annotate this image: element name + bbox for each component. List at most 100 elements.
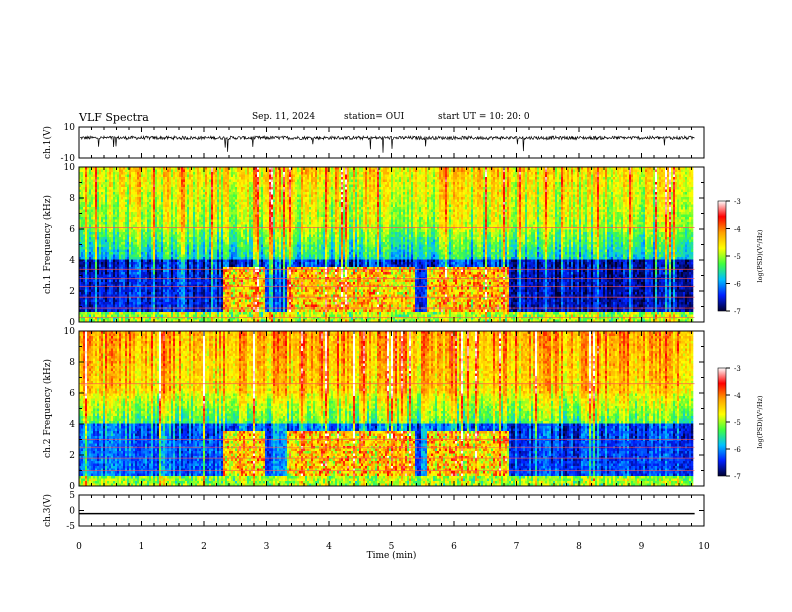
spectrogram-cell	[93, 195, 95, 198]
spectrogram-cell	[83, 245, 85, 248]
spectrogram-cell	[95, 305, 97, 308]
spectrogram-cell	[91, 195, 93, 198]
spectrogram-cell	[83, 242, 85, 245]
spectrogram-cell	[93, 242, 95, 245]
spectrogram-cell	[83, 285, 85, 288]
spectrogram-cell	[95, 185, 97, 188]
spectrogram-cell	[89, 302, 91, 305]
spectrogram-cell	[81, 170, 83, 173]
spectrogram-cell	[95, 232, 97, 235]
spectrogram-cell	[85, 240, 87, 243]
spectrogram-cell	[95, 170, 97, 173]
spectrogram-cell	[91, 237, 93, 240]
spectrogram-cell	[95, 202, 97, 205]
spectrogram-cell	[89, 177, 91, 180]
spectrogram-cell	[89, 285, 91, 288]
spectrogram-cell	[93, 175, 95, 178]
spectrogram-cell	[95, 290, 97, 293]
spectrogram-cell	[85, 282, 87, 285]
spectrogram-cell	[93, 212, 95, 215]
spectrogram-cell	[87, 257, 89, 260]
spectrogram-cell	[83, 275, 85, 278]
spectrogram-cell	[93, 182, 95, 185]
spectrogram-cell	[93, 190, 95, 193]
spectrogram-cell	[85, 237, 87, 240]
spectrogram-cell	[81, 210, 83, 213]
spectrogram-cell	[89, 222, 91, 225]
spectrogram-cell	[93, 275, 95, 278]
spectrogram-cell	[91, 175, 93, 178]
spectrogram-cell	[87, 180, 89, 183]
spectrogram-cell	[93, 187, 95, 190]
spectrogram-cell	[95, 312, 97, 315]
spectrogram-cell	[85, 225, 87, 228]
spectrogram-cell	[83, 250, 85, 253]
spectrogram-cell	[93, 315, 95, 318]
spectrogram-cell	[93, 172, 95, 175]
spectrogram-cell	[91, 220, 93, 223]
spectrogram-cell	[89, 255, 91, 258]
spectrogram-cell	[85, 215, 87, 218]
spectrogram-cell	[91, 255, 93, 258]
spectrogram-cell	[87, 260, 89, 263]
spectrogram-cell	[87, 207, 89, 210]
spectrogram-cell	[87, 190, 89, 193]
spectrogram-cell	[93, 272, 95, 275]
spectrogram-cell	[93, 180, 95, 183]
spectrogram-cell	[85, 177, 87, 180]
spectrogram-cell	[81, 302, 83, 305]
spectrogram-cell	[95, 180, 97, 183]
spectrogram-cell	[85, 287, 87, 290]
spectrogram-cell	[91, 190, 93, 193]
spectrogram-cell	[91, 172, 93, 175]
spectrogram-cell	[83, 177, 85, 180]
spectrogram-cell	[95, 287, 97, 290]
spectrogram-cell	[87, 252, 89, 255]
spectrogram-cell	[87, 185, 89, 188]
spectrogram-cell	[93, 240, 95, 243]
spectrogram-cell	[93, 282, 95, 285]
spectrogram-cell	[89, 187, 91, 190]
spectrogram-cell	[91, 200, 93, 203]
spectrogram-cell	[91, 242, 93, 245]
spectrogram-cell	[81, 300, 83, 303]
spectrogram-cell	[87, 250, 89, 253]
spectrogram-cell	[89, 172, 91, 175]
spectrogram-cell	[81, 240, 83, 243]
spectrogram-cell	[89, 212, 91, 215]
spectrogram-cell	[93, 260, 95, 263]
spectrogram-cell	[81, 270, 83, 273]
spectrogram-cell	[95, 255, 97, 258]
spectrogram-cell	[89, 250, 91, 253]
spectrogram-cell	[85, 257, 87, 260]
spectrogram-cell	[91, 250, 93, 253]
spectrogram-cell	[81, 190, 83, 193]
spectrogram-cell	[95, 262, 97, 265]
spectrogram-cell	[85, 197, 87, 200]
spectrogram-cell	[95, 215, 97, 218]
spectrogram-cell	[91, 312, 93, 315]
spectrogram-cell	[91, 240, 93, 243]
spectrogram-cell	[85, 205, 87, 208]
spectrogram-cell	[85, 255, 87, 258]
spectrogram-cell	[83, 312, 85, 315]
spectrogram-cell	[81, 187, 83, 190]
spectrogram-cell	[95, 265, 97, 268]
spectrogram-cell	[97, 187, 99, 190]
spectrogram-cell	[93, 200, 95, 203]
spectrogram-cell	[81, 247, 83, 250]
spectrogram-cell	[89, 235, 91, 238]
spectrogram-cell	[89, 237, 91, 240]
spectrogram-cell	[81, 177, 83, 180]
spectrogram-cell	[95, 272, 97, 275]
spectrogram-cell	[91, 305, 93, 308]
spectrogram-cell	[87, 210, 89, 213]
spectrogram-cell	[89, 210, 91, 213]
spectrogram-cell	[85, 265, 87, 268]
spectrogram-cell	[95, 247, 97, 250]
spectrogram-cell	[95, 207, 97, 210]
spectrogram-cell	[87, 202, 89, 205]
spectrogram-cell	[93, 207, 95, 210]
spectrogram-cell	[83, 315, 85, 318]
spectrogram-cell	[83, 300, 85, 303]
